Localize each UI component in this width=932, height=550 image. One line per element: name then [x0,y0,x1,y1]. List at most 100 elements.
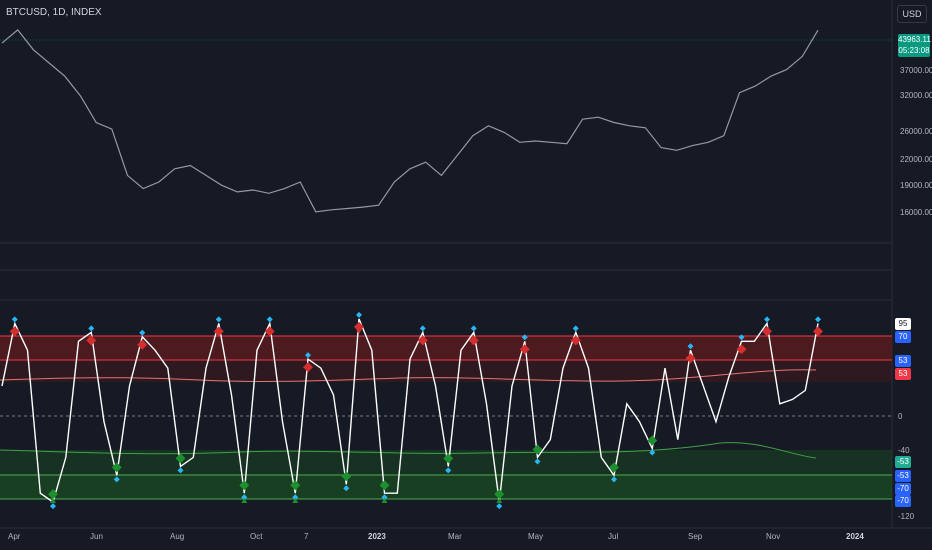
oversold-triangle [496,498,503,503]
signal-diamond [572,325,579,332]
overbought-triangle [356,329,362,334]
osc-axis-tick: -40 [898,446,910,455]
bullish-diamond [175,453,186,464]
bearish-diamond [303,362,313,373]
signal-diamond [496,503,503,510]
price-tick: 22000.00 [900,155,932,164]
time-label: Apr [8,532,21,541]
overbought-triangle [266,329,273,334]
time-label: Sep [688,532,703,541]
time-label: Mar [448,532,462,541]
signal-diamond [815,316,821,323]
price-tick: 16000.00 [900,208,932,217]
time-label: 2024 [846,532,864,541]
bullish-diamond [647,435,658,446]
price-candles [1,29,819,213]
signal-diamond [738,334,745,341]
oversold-triangle [50,498,56,503]
osc-tag: -70 [895,495,911,507]
time-label: Jun [90,532,103,541]
signal-diamond [470,325,477,332]
bearish-diamond [86,335,97,346]
signal-markers [9,311,823,510]
time-label: Nov [766,532,781,541]
last-price-value: 43963.11 [898,35,931,44]
signal-diamond [381,494,388,501]
price-tick: 37000.00 [900,66,932,75]
time-label: 2023 [368,532,386,541]
time-label: Oct [250,532,263,541]
osc-tag: 95 [895,318,911,330]
bullish-diamond [111,462,122,473]
signal-diamond [611,476,617,483]
bullish-diamond [379,480,390,491]
price-tick: 26000.00 [900,127,932,136]
signal-diamond [50,503,56,510]
bullish-diamond [239,480,250,491]
signal-diamond [292,494,299,501]
oversold-triangle [381,498,388,503]
overbought-triangle [815,329,821,334]
bullish-diamond [48,489,58,500]
osc-tag: 70 [895,331,911,343]
osc-axis-tick: 0 [898,412,903,421]
signal-diamond [88,325,95,332]
upper-zone [0,360,892,382]
bullish-diamond [609,462,619,473]
time-label: Aug [170,532,185,541]
bullish-diamond [494,489,505,500]
signal-diamond [356,311,362,318]
signal-diamond [534,458,541,465]
osc-tag: 53 [895,355,911,367]
last-price-tag: 43963.11 05:23:08 [898,34,931,57]
signal-diamond [305,352,311,359]
signal-diamond [343,485,350,492]
time-label: May [528,532,544,541]
osc-tag: 53 [895,368,911,380]
signal-diamond [649,449,656,456]
signal-diamond [687,343,694,350]
bullish-diamond [532,444,543,455]
bearish-diamond [417,335,428,346]
currency-button[interactable]: USD [897,5,927,23]
signal-diamond [113,476,120,483]
overbought-triangle [11,329,18,334]
signal-diamond [445,467,452,474]
signal-diamond [764,316,770,323]
signal-diamond [241,494,248,501]
osc-tag: -70 [895,483,911,495]
bearish-diamond [137,339,148,350]
overbought-triangle [215,329,222,334]
time-label: 7 [304,532,309,541]
overbought-triangle [764,329,770,334]
signal-diamond [419,325,426,332]
oversold-triangle [241,498,248,503]
bullish-diamond [341,471,352,482]
oscillator-line [1,318,819,504]
signal-diamond [177,467,184,474]
bullish-diamond [290,480,301,491]
symbol-title[interactable]: BTCUSD, 1D, INDEX [6,7,102,18]
bearish-diamond [468,335,479,346]
osc-tag: -53 [895,470,911,482]
upper-extreme-zone [0,336,892,360]
time-label: Jul [608,532,619,541]
price-tick: 19000.00 [900,181,932,190]
bearish-diamond [685,353,696,364]
signal-diamond [215,316,222,323]
bar-countdown: 05:23:08 [898,46,930,55]
upper-band-line [0,369,817,382]
signal-diamond [139,329,146,336]
bearish-diamond [519,344,530,355]
lower-extreme-zone [0,475,892,499]
oversold-triangle [292,498,299,503]
bearish-diamond [570,335,581,346]
bullish-diamond [443,453,454,464]
signal-diamond [521,334,528,341]
signal-diamond [11,316,18,323]
signal-diamond [266,316,273,323]
price-tick: 32000.00 [900,91,932,100]
osc-tag: -53 [895,456,911,468]
bearish-diamond [736,344,747,355]
